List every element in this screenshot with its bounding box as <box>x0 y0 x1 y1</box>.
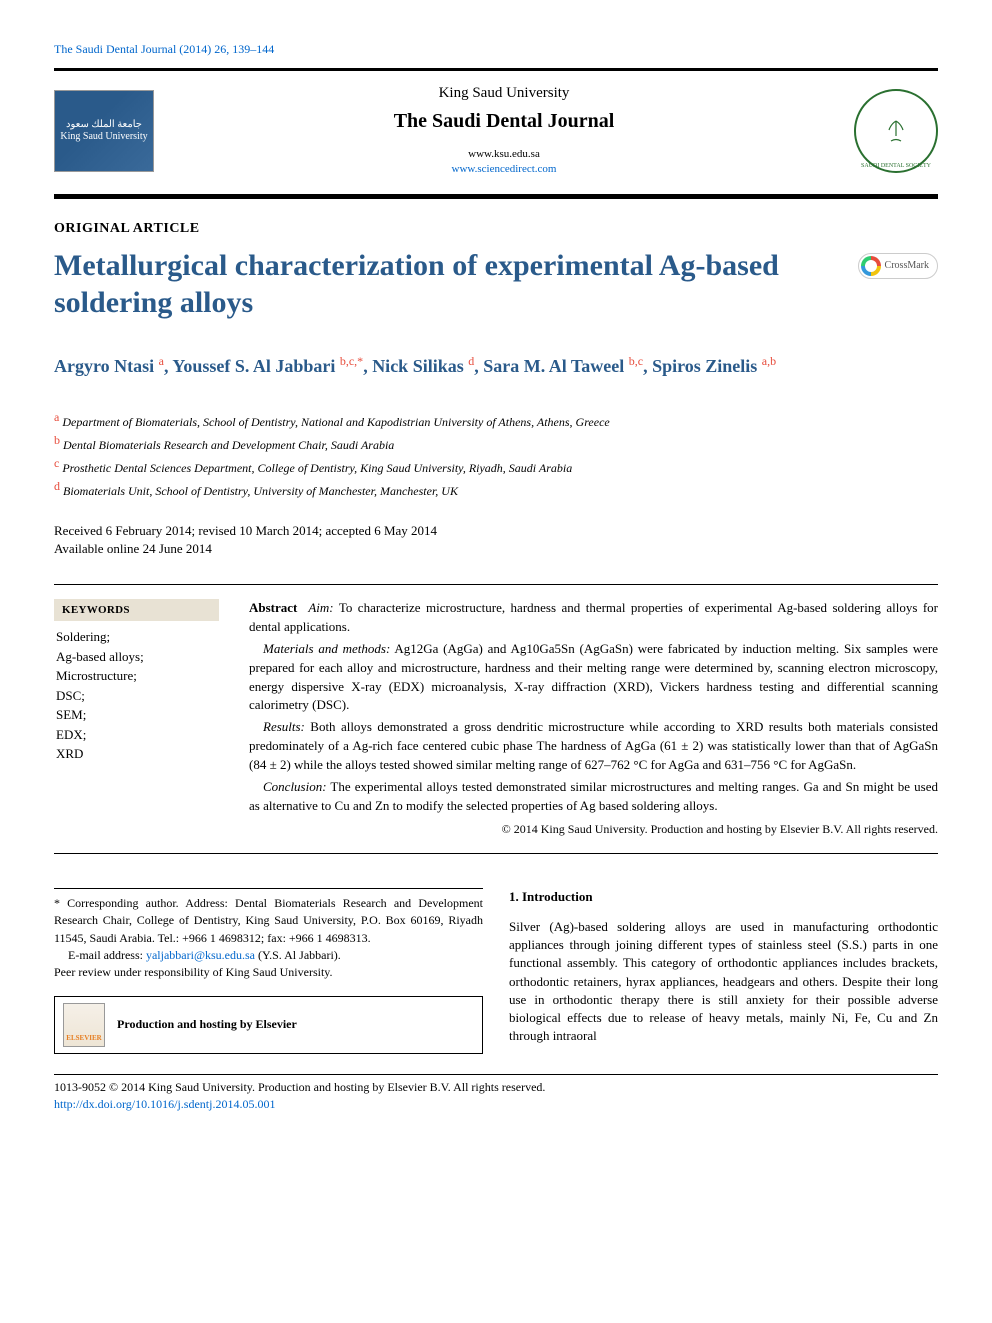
introduction-heading: 1. Introduction <box>509 888 938 906</box>
article-type: ORIGINAL ARTICLE <box>54 221 938 237</box>
keywords-box: KEYWORDS Soldering; Ag-based alloys; Mic… <box>54 599 219 839</box>
header-rule <box>54 194 938 199</box>
doi-link[interactable]: http://dx.doi.org/10.1016/j.sdentj.2014.… <box>54 1097 275 1111</box>
journal-url-1: www.ksu.edu.sa <box>154 147 854 162</box>
affiliation-b: Dental Biomaterials Research and Develop… <box>63 438 394 452</box>
page-footer: 1013-9052 © 2014 King Saud University. P… <box>54 1074 938 1113</box>
palm-icon <box>881 116 911 146</box>
author-1: Argyro Ntasi <box>54 356 159 376</box>
peer-review-note: Peer review under responsibility of King… <box>54 964 483 981</box>
author-2: , Youssef S. Al Jabbari <box>164 356 340 376</box>
hosting-box: ELSEVIER Production and hosting by Elsev… <box>54 996 483 1054</box>
affiliations: aDepartment of Biomaterials, School of D… <box>54 408 938 500</box>
elsevier-logo: ELSEVIER <box>63 1003 105 1047</box>
body-columns: * Corresponding author. Address: Dental … <box>54 888 938 1054</box>
journal-url-2[interactable]: www.sciencedirect.com <box>452 163 557 175</box>
affiliation-d: Biomaterials Unit, School of Dentistry, … <box>63 484 458 498</box>
hosting-label: Production and hosting by Elsevier <box>117 1016 297 1033</box>
left-column: * Corresponding author. Address: Dental … <box>54 888 483 1054</box>
author-list: Argyro Ntasi a, Youssef S. Al Jabbari b,… <box>54 352 938 380</box>
keywords-heading: KEYWORDS <box>54 599 219 621</box>
crossmark-icon <box>861 256 881 276</box>
citation-link[interactable]: The Saudi Dental Journal (2014) 26, 139–… <box>54 42 274 56</box>
society-logo: SAUDI DENTAL SOCIETY <box>854 89 938 173</box>
author-3: , Nick Silikas <box>363 356 468 376</box>
date-online: Available online 24 June 2014 <box>54 540 938 558</box>
article-dates: Received 6 February 2014; revised 10 Mar… <box>54 522 938 558</box>
keywords-list: Soldering; Ag-based alloys; Microstructu… <box>54 627 219 764</box>
email-label: E-mail address: <box>68 948 146 962</box>
abstract-block: KEYWORDS Soldering; Ag-based alloys; Mic… <box>54 584 938 854</box>
email-link[interactable]: yaljabbari@ksu.edu.sa <box>146 948 255 962</box>
corresponding-author: * Corresponding author. Address: Dental … <box>54 895 483 947</box>
affiliation-a: Department of Biomaterials, School of De… <box>62 415 609 429</box>
publisher-logo: جامعة الملك سعود King Saud University <box>54 90 154 172</box>
journal-name: The Saudi Dental Journal <box>154 110 854 133</box>
date-received: Received 6 February 2014; revised 10 Mar… <box>54 522 938 540</box>
article-title: Metallurgical characterization of experi… <box>54 247 838 322</box>
abstract-text: Abstract Aim: To characterize microstruc… <box>249 599 938 839</box>
journal-header: جامعة الملك سعود King Saud University Ki… <box>54 68 938 184</box>
introduction-body: Silver (Ag)-based soldering alloys are u… <box>509 918 938 1045</box>
university-name: King Saud University <box>154 85 854 102</box>
author-4: , Sara M. Al Taweel <box>474 356 629 376</box>
journal-masthead: King Saud University The Saudi Dental Jo… <box>154 85 854 178</box>
crossmark-badge[interactable]: CrossMark <box>858 253 938 279</box>
affiliation-c: Prosthetic Dental Sciences Department, C… <box>62 461 572 475</box>
abstract-copyright: © 2014 King Saud University. Production … <box>249 821 938 838</box>
author-5: , Spiros Zinelis <box>643 356 762 376</box>
issn-line: 1013-9052 © 2014 King Saud University. P… <box>54 1079 938 1096</box>
right-column: 1. Introduction Silver (Ag)-based solder… <box>509 888 938 1054</box>
crossmark-label: CrossMark <box>885 260 929 271</box>
